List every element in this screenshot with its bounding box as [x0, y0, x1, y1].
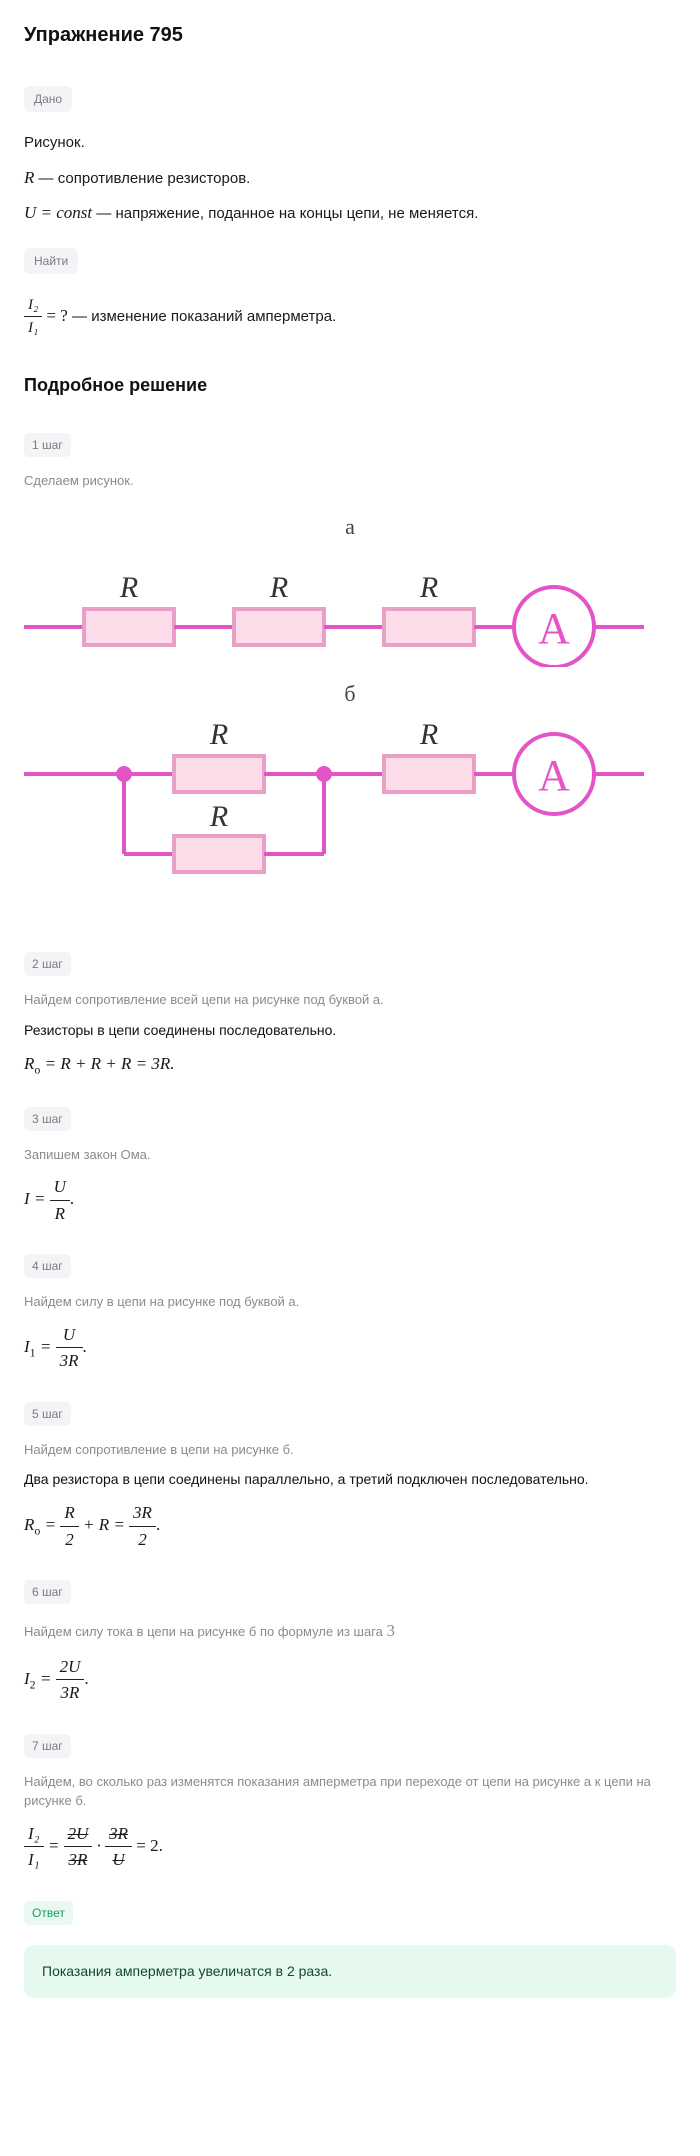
den: R: [50, 1201, 70, 1227]
step-desc: Найдем, во сколько раз изменятся показан…: [24, 1772, 676, 1811]
tail: .: [83, 1337, 87, 1356]
solution-title: Подробное решение: [24, 372, 676, 399]
den: U: [105, 1847, 132, 1873]
num: I₂: [24, 1821, 44, 1848]
den: 2: [129, 1527, 156, 1553]
num: 2U: [56, 1654, 85, 1681]
diagram-label-b: б: [24, 677, 676, 710]
num: 2U: [64, 1821, 93, 1848]
eq: =: [44, 1836, 64, 1855]
step-formula: I = UR.: [24, 1174, 676, 1226]
circuit-diagram: а R R R A б: [24, 510, 676, 894]
step-desc: Найдем силу в цепи на рисунке под буквой…: [24, 1292, 676, 1312]
step-desc: Найдем силу тока в цепи на рисунке б по …: [24, 1618, 676, 1644]
num: U: [56, 1322, 83, 1349]
circuit-a-svg: R R R A: [24, 547, 644, 667]
mid: + R =: [79, 1515, 129, 1534]
num: R: [60, 1500, 78, 1527]
svg-text:R: R: [269, 571, 288, 604]
step-bold: Резисторы в цепи соединены последователь…: [24, 1020, 676, 1041]
answer-box: Показания амперметра увеличатся в 2 раза…: [24, 1945, 676, 1998]
step-formula: I2 = 2U3R.: [24, 1654, 676, 1706]
page-title: Упражнение 795: [24, 20, 676, 50]
answer-text: Показания амперметра увеличатся в 2 раза…: [42, 1963, 332, 1979]
txt: — напряжение, поданное на концы цепи, не…: [92, 205, 478, 222]
step-bold: Два резистора в цепи соединены параллель…: [24, 1469, 676, 1490]
diagram-label-a: а: [24, 510, 676, 543]
step-desc: Найдем сопротивление всей цепи на рисунк…: [24, 990, 676, 1010]
svg-text:R: R: [209, 800, 228, 833]
tail: .: [156, 1515, 160, 1534]
tail: .: [70, 1189, 74, 1208]
step-formula: Rо = R + R + R = 3R.: [24, 1051, 676, 1079]
svg-text:R: R: [119, 571, 138, 604]
answer-badge: Ответ: [24, 1901, 73, 1925]
den: 3R: [56, 1680, 85, 1706]
find-line: I₂ I₁ = ? — изменение показаний ампермет…: [24, 294, 676, 340]
frac-den: I₁: [24, 317, 42, 340]
step-formula: I1 = U3R.: [24, 1322, 676, 1374]
step-formula: Rо = R2 + R = 3R2.: [24, 1500, 676, 1552]
frac-num: I₂: [24, 294, 42, 318]
svg-text:R: R: [419, 718, 438, 751]
den: 3R: [64, 1847, 93, 1873]
find-badge: Найти: [24, 248, 78, 274]
tail: .: [84, 1669, 88, 1688]
step-badge: 2 шаг: [24, 952, 71, 976]
num: U: [50, 1174, 70, 1201]
svg-text:R: R: [209, 718, 228, 751]
step-badge: 3 шаг: [24, 1107, 71, 1131]
step-desc: Сделаем рисунок.: [24, 471, 676, 491]
var-U: U = const: [24, 203, 92, 222]
given-line-2: R — сопротивление резисторов.: [24, 165, 676, 191]
den: 2: [60, 1527, 78, 1553]
step-formula: I₂I₁ = 2U3R · 3RU = 2.: [24, 1821, 676, 1873]
svg-text:R: R: [419, 571, 438, 604]
num: 3R: [129, 1500, 156, 1527]
given-line-3: U = const — напряжение, поданное на конц…: [24, 200, 676, 226]
step-badge: 5 шаг: [24, 1402, 71, 1426]
step-badge: 4 шаг: [24, 1254, 71, 1278]
dot: ·: [92, 1836, 105, 1855]
var-R: R: [24, 168, 34, 187]
step-desc: Найдем сопротивление в цепи на рисунке б…: [24, 1440, 676, 1460]
step-desc: Запишем закон Ома.: [24, 1145, 676, 1165]
den: 3R: [56, 1348, 83, 1374]
svg-text:A: A: [538, 751, 570, 800]
num: 3R: [105, 1821, 132, 1848]
step-badge: 1 шаг: [24, 433, 71, 457]
find-txt: — изменение показаний амперметра.: [72, 307, 336, 324]
svg-text:A: A: [538, 604, 570, 653]
txt: — сопротивление резисторов.: [34, 170, 250, 187]
find-frac: I₂ I₁: [24, 294, 42, 340]
given-badge: Дано: [24, 86, 72, 112]
tail: = 2.: [132, 1836, 163, 1855]
circuit-b-svg: R R R A: [24, 714, 644, 894]
step-badge: 6 шаг: [24, 1580, 71, 1604]
given-line-1: Рисунок.: [24, 132, 676, 155]
den: I₁: [24, 1847, 44, 1873]
find-eq: = ?: [46, 305, 72, 324]
step-badge: 7 шаг: [24, 1734, 71, 1758]
